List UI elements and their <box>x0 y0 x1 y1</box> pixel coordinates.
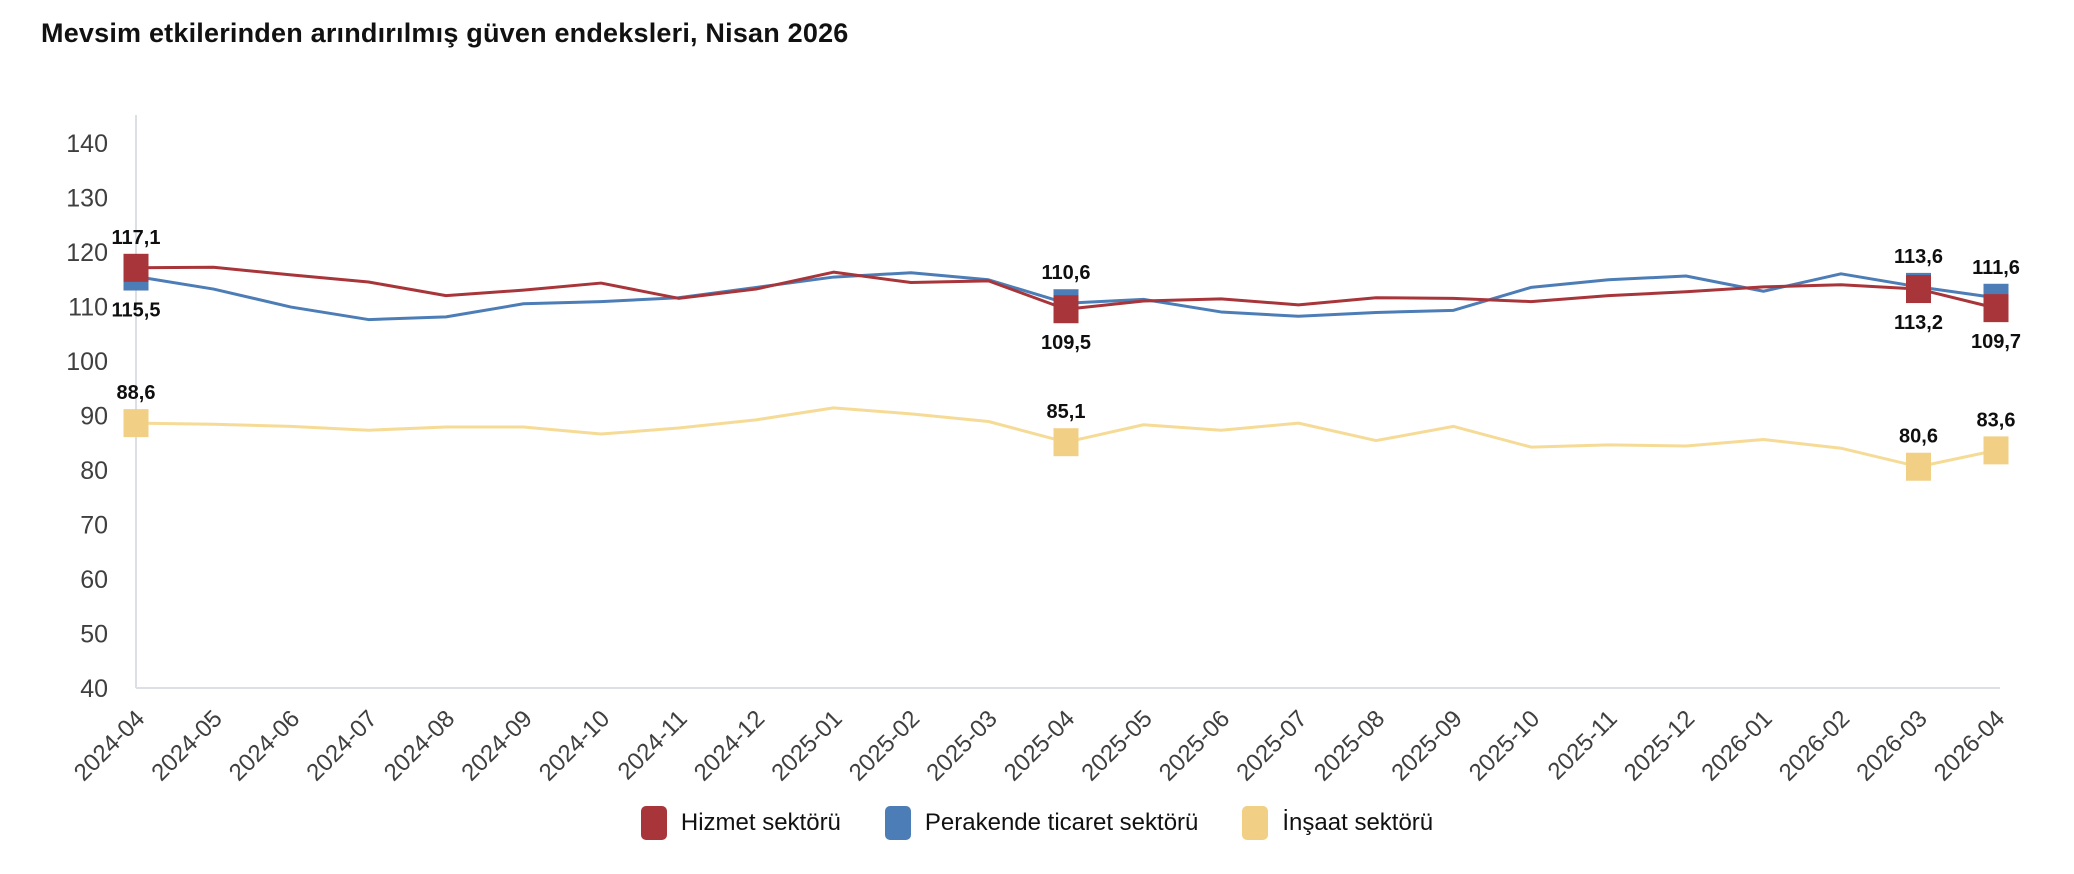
chart-legend: Hizmet sektörü Perakende ticaret sektörü… <box>0 806 2074 840</box>
x-tick-label-2024-05: 2024-05 <box>146 705 227 786</box>
legend-swatch-perakende-icon <box>884 806 911 840</box>
x-tick-label-2024-10: 2024-10 <box>534 705 615 786</box>
data-label-perakende-2026-04: 111,6 <box>1972 257 2020 279</box>
y-tick-label-100: 100 <box>66 348 108 376</box>
marker-insaat-2026-04 <box>1983 436 2009 465</box>
legend-label-hizmet: Hizmet sektörü <box>680 809 841 836</box>
legend-item-insaat[interactable]: İnşaat sektörü <box>1242 806 1433 840</box>
x-tick-label-2025-05: 2025-05 <box>1076 705 1157 786</box>
marker-insaat-2026-03 <box>1906 452 1931 481</box>
legend-item-perakende[interactable]: Perakende ticaret sektörü <box>884 806 1199 840</box>
data-label-perakende-2024-04: 115,5 <box>112 300 161 322</box>
x-tick-label-2025-06: 2025-06 <box>1154 705 1235 786</box>
legend-label-perakende: Perakende ticaret sektörü <box>924 809 1199 836</box>
y-tick-label-80: 80 <box>80 457 108 485</box>
y-tick-label-110: 110 <box>68 294 108 322</box>
data-label-perakende-2025-04: 110,6 <box>1042 262 1091 284</box>
marker-insaat-2025-04 <box>1053 428 1079 457</box>
x-tick-label-2025-04: 2025-04 <box>999 705 1080 786</box>
marker-hizmet-2025-04 <box>1053 295 1079 324</box>
legend-swatch-insaat-icon <box>1242 806 1269 840</box>
legend-swatch-hizmet-icon <box>640 806 667 840</box>
x-tick-label-2024-04: 2024-04 <box>69 705 150 786</box>
x-tick-label-2025-07: 2025-07 <box>1231 705 1312 786</box>
x-tick-label-2026-01: 2026-01 <box>1696 705 1777 786</box>
data-label-insaat-2026-03: 80,6 <box>1899 426 1938 448</box>
chart-title: Mevsim etkilerinden arındırılmış güven e… <box>41 18 849 48</box>
x-tick-label-2024-08: 2024-08 <box>379 705 460 786</box>
marker-hizmet-2024-04 <box>123 253 149 282</box>
legend-label-insaat: İnşaat sektörü <box>1282 809 1434 836</box>
x-tick-label-2024-07: 2024-07 <box>301 705 382 786</box>
x-tick-label-2025-10: 2025-10 <box>1464 705 1545 786</box>
data-label-hizmet-2026-03: 113,2 <box>1894 312 1943 334</box>
x-tick-label-2025-11: 2025-11 <box>1543 705 1623 785</box>
y-tick-label-40: 40 <box>80 675 108 703</box>
x-tick-label-2025-12: 2025-12 <box>1619 705 1700 786</box>
data-label-perakende-2026-03: 113,6 <box>1894 246 1943 268</box>
y-tick-label-140: 140 <box>66 130 108 158</box>
y-tick-label-130: 130 <box>66 185 108 213</box>
legend-item-hizmet[interactable]: Hizmet sektörü <box>640 806 841 840</box>
marker-hizmet-2026-04 <box>1983 294 2009 323</box>
data-label-hizmet-2024-04: 117,1 <box>112 227 161 249</box>
x-tick-label-2024-09: 2024-09 <box>456 705 537 786</box>
x-tick-label-2025-03: 2025-03 <box>921 705 1002 786</box>
marker-hizmet-2026-03 <box>1906 275 1931 304</box>
y-tick-label-70: 70 <box>80 512 108 540</box>
x-tick-label-2024-06: 2024-06 <box>224 705 305 786</box>
x-tick-label-2026-02: 2026-02 <box>1774 705 1855 786</box>
x-tick-label-2025-09: 2025-09 <box>1386 705 1467 786</box>
data-label-insaat-2025-04: 85,1 <box>1047 401 1086 423</box>
x-tick-label-2025-08: 2025-08 <box>1309 705 1390 786</box>
x-tick-label-2026-04: 2026-04 <box>1929 705 2010 786</box>
x-tick-label-2026-03: 2026-03 <box>1851 705 1932 786</box>
data-label-insaat-2026-04: 83,6 <box>1977 409 2016 431</box>
data-label-insaat-2024-04: 88,6 <box>117 382 156 404</box>
x-tick-label-2025-02: 2025-02 <box>844 705 925 786</box>
y-tick-label-90: 90 <box>80 403 108 431</box>
x-tick-label-2024-12: 2024-12 <box>689 705 770 786</box>
data-label-hizmet-2026-04: 109,7 <box>1971 331 2021 353</box>
y-tick-label-50: 50 <box>80 621 108 649</box>
x-tick-label-2025-01: 2025-01 <box>766 705 847 786</box>
y-tick-label-120: 120 <box>66 239 108 267</box>
marker-insaat-2024-04 <box>123 409 149 438</box>
x-tick-label-2024-11: 2024-11 <box>613 705 693 785</box>
data-label-hizmet-2025-04: 109,5 <box>1041 332 1091 354</box>
y-tick-label-60: 60 <box>80 566 108 594</box>
